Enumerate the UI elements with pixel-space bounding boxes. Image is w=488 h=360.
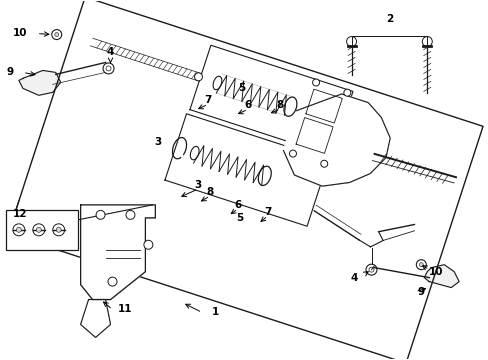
Circle shape: [415, 260, 426, 270]
Text: 2: 2: [385, 14, 392, 24]
Text: 4: 4: [106, 48, 114, 58]
Circle shape: [343, 89, 350, 96]
Text: 7: 7: [204, 95, 211, 105]
Circle shape: [346, 37, 356, 46]
Polygon shape: [283, 94, 389, 186]
Circle shape: [103, 63, 114, 74]
Text: 10: 10: [428, 267, 443, 276]
Polygon shape: [424, 265, 458, 288]
Text: 5: 5: [238, 84, 245, 93]
Text: 3: 3: [194, 180, 202, 190]
Circle shape: [108, 277, 117, 286]
Circle shape: [33, 224, 45, 236]
Text: 1: 1: [211, 307, 218, 318]
Text: 8: 8: [276, 100, 283, 110]
Circle shape: [368, 267, 373, 272]
Polygon shape: [81, 205, 155, 300]
Text: 6: 6: [234, 200, 241, 210]
Text: 8: 8: [206, 187, 213, 197]
Text: 12: 12: [13, 209, 27, 219]
Circle shape: [56, 227, 61, 232]
Circle shape: [143, 240, 153, 249]
Circle shape: [36, 227, 41, 232]
Text: 11: 11: [118, 305, 132, 315]
Circle shape: [106, 66, 111, 71]
Text: 9: 9: [7, 67, 14, 77]
Text: 9: 9: [416, 287, 424, 297]
Polygon shape: [81, 300, 110, 337]
Circle shape: [320, 160, 327, 167]
Polygon shape: [19, 71, 61, 95]
Circle shape: [52, 30, 61, 40]
Circle shape: [419, 263, 423, 267]
Circle shape: [13, 224, 25, 236]
Circle shape: [289, 150, 296, 157]
Circle shape: [126, 210, 135, 219]
Circle shape: [366, 264, 376, 275]
Text: 7: 7: [264, 207, 271, 217]
Circle shape: [55, 32, 59, 37]
Text: 5: 5: [236, 213, 243, 223]
Text: 10: 10: [13, 28, 27, 37]
Circle shape: [17, 227, 21, 232]
Text: 6: 6: [244, 100, 251, 110]
Circle shape: [53, 224, 64, 236]
Circle shape: [422, 37, 431, 46]
Circle shape: [96, 210, 105, 219]
Circle shape: [312, 79, 319, 86]
Circle shape: [194, 73, 202, 81]
Text: 3: 3: [154, 137, 162, 147]
Text: 4: 4: [350, 273, 358, 283]
Bar: [6, 210, 78, 250]
